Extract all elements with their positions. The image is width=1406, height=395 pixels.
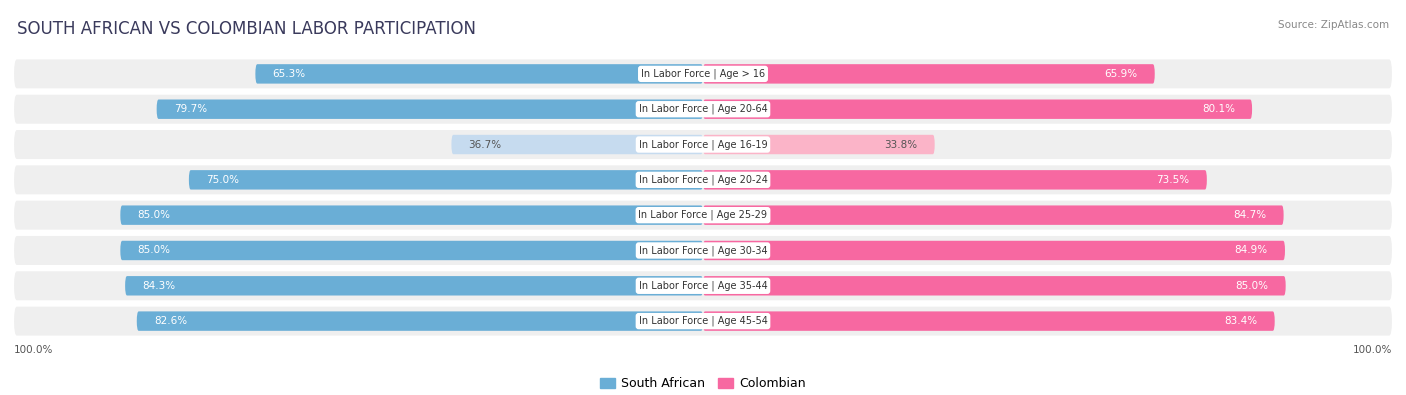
Text: 82.6%: 82.6% — [153, 316, 187, 326]
Text: 84.7%: 84.7% — [1233, 210, 1267, 220]
FancyBboxPatch shape — [451, 135, 703, 154]
FancyBboxPatch shape — [703, 100, 1253, 119]
Text: In Labor Force | Age 20-64: In Labor Force | Age 20-64 — [638, 104, 768, 115]
Text: 100.0%: 100.0% — [1353, 345, 1392, 355]
Text: 65.9%: 65.9% — [1105, 69, 1137, 79]
FancyBboxPatch shape — [14, 130, 1392, 159]
Text: 79.7%: 79.7% — [174, 104, 207, 114]
FancyBboxPatch shape — [14, 201, 1392, 229]
Text: In Labor Force | Age 25-29: In Labor Force | Age 25-29 — [638, 210, 768, 220]
Text: 84.3%: 84.3% — [142, 281, 176, 291]
Text: 85.0%: 85.0% — [1236, 281, 1268, 291]
Text: In Labor Force | Age 35-44: In Labor Force | Age 35-44 — [638, 280, 768, 291]
Text: 65.3%: 65.3% — [273, 69, 305, 79]
FancyBboxPatch shape — [121, 241, 703, 260]
FancyBboxPatch shape — [703, 311, 1275, 331]
Text: 36.7%: 36.7% — [468, 139, 502, 150]
Text: 85.0%: 85.0% — [138, 210, 170, 220]
Text: 80.1%: 80.1% — [1202, 104, 1234, 114]
FancyBboxPatch shape — [14, 236, 1392, 265]
FancyBboxPatch shape — [703, 64, 1154, 84]
FancyBboxPatch shape — [14, 307, 1392, 336]
Text: 83.4%: 83.4% — [1225, 316, 1257, 326]
Legend: South African, Colombian: South African, Colombian — [595, 372, 811, 395]
FancyBboxPatch shape — [14, 271, 1392, 300]
FancyBboxPatch shape — [14, 59, 1392, 88]
FancyBboxPatch shape — [703, 205, 1284, 225]
Text: SOUTH AFRICAN VS COLOMBIAN LABOR PARTICIPATION: SOUTH AFRICAN VS COLOMBIAN LABOR PARTICI… — [17, 20, 475, 38]
FancyBboxPatch shape — [125, 276, 703, 295]
FancyBboxPatch shape — [14, 166, 1392, 194]
Text: In Labor Force | Age 16-19: In Labor Force | Age 16-19 — [638, 139, 768, 150]
FancyBboxPatch shape — [256, 64, 703, 84]
FancyBboxPatch shape — [703, 241, 1285, 260]
Text: In Labor Force | Age 20-24: In Labor Force | Age 20-24 — [638, 175, 768, 185]
FancyBboxPatch shape — [703, 135, 935, 154]
Text: 84.9%: 84.9% — [1234, 245, 1268, 256]
FancyBboxPatch shape — [188, 170, 703, 190]
FancyBboxPatch shape — [156, 100, 703, 119]
Text: 100.0%: 100.0% — [14, 345, 53, 355]
Text: In Labor Force | Age > 16: In Labor Force | Age > 16 — [641, 69, 765, 79]
FancyBboxPatch shape — [121, 205, 703, 225]
Text: In Labor Force | Age 45-54: In Labor Force | Age 45-54 — [638, 316, 768, 326]
Text: 75.0%: 75.0% — [207, 175, 239, 185]
Text: 85.0%: 85.0% — [138, 245, 170, 256]
Text: Source: ZipAtlas.com: Source: ZipAtlas.com — [1278, 20, 1389, 30]
FancyBboxPatch shape — [703, 170, 1206, 190]
Text: 73.5%: 73.5% — [1157, 175, 1189, 185]
FancyBboxPatch shape — [14, 95, 1392, 124]
FancyBboxPatch shape — [136, 311, 703, 331]
Text: 33.8%: 33.8% — [884, 139, 918, 150]
FancyBboxPatch shape — [703, 276, 1285, 295]
Text: In Labor Force | Age 30-34: In Labor Force | Age 30-34 — [638, 245, 768, 256]
